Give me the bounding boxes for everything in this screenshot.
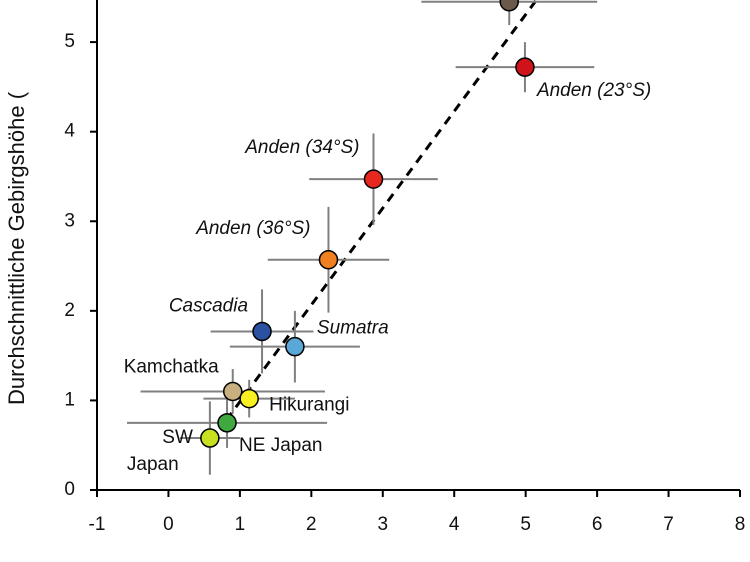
point-label: Sumatra [317,318,389,339]
y-tick-label: 1 [64,389,75,410]
x-tick-label: 1 [235,514,246,535]
point [318,250,339,270]
x-tick-label: 0 [163,514,174,535]
point-label: NE Japan [239,435,322,456]
point-label: Anden (23°S) [536,80,651,101]
y-tick-label: 0 [64,479,75,500]
x-tick-label: 5 [520,514,531,535]
point [363,169,384,189]
x-tick-label: 4 [449,514,460,535]
point [285,336,305,357]
y-tick-label: 5 [64,31,75,52]
point-label: Kamchatka [124,356,219,377]
x-tick-label: 7 [663,514,674,535]
point [217,413,237,433]
fit-line [225,0,538,422]
y-axis-label: Durchschnittliche Gebirgshöhe ( [4,91,29,405]
x-tick-label: 8 [735,514,746,535]
point [200,428,220,448]
point [252,321,272,342]
point-label: Hikurangi [269,395,349,416]
point-label: SW [162,427,193,448]
point-label: Japan [127,454,179,475]
x-tick-label: 2 [306,514,317,535]
point-label: Anden (34°S) [244,137,359,158]
x-tick-label: -1 [89,514,106,535]
x-tick-label: 6 [592,514,603,535]
y-tick-label: 4 [64,121,75,142]
y-tick-label: 3 [64,210,75,231]
point [222,381,243,402]
y-tick-label: 2 [64,300,75,321]
x-tick-label: 3 [377,514,388,535]
point-label: Cascadia [169,295,248,316]
point-label: Anden (36°S) [195,218,310,239]
point [515,57,535,77]
point [499,0,519,12]
point [239,388,259,409]
